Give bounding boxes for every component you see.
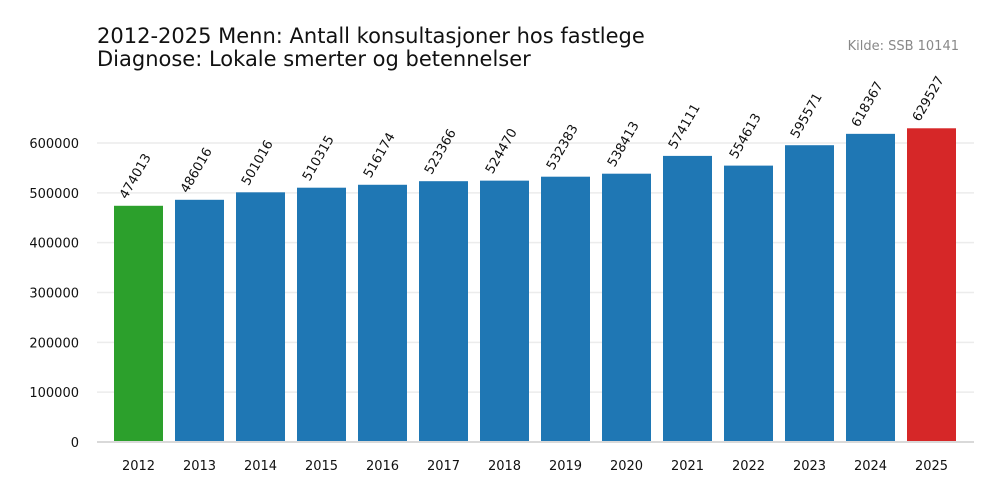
chart-source: Kilde: SSB 10141	[848, 39, 959, 54]
chart-title-line-2: Diagnose: Lokale smerter og betennelser	[97, 47, 531, 71]
bar-2017	[419, 181, 468, 442]
value-label: 532383	[544, 122, 582, 172]
x-tick-label: 2017	[427, 459, 460, 474]
value-label: 516174	[361, 130, 399, 180]
value-label: 574111	[666, 101, 704, 151]
x-tick-label: 2014	[244, 459, 277, 474]
bar-2015	[297, 187, 346, 442]
gridlines	[97, 142, 974, 393]
x-tick-label: 2024	[854, 459, 887, 474]
bar-2025	[907, 128, 956, 442]
bar-2020	[602, 173, 651, 442]
bar-2013	[175, 199, 224, 442]
y-tick-label: 200000	[29, 336, 79, 351]
bar-2014	[236, 192, 285, 442]
y-axis-ticks: 0 100000 200000 300000 400000 500000 600000	[29, 137, 79, 451]
value-label: 510315	[300, 133, 338, 183]
y-tick-label: 500000	[29, 187, 79, 202]
bar-2019	[541, 176, 590, 442]
value-label: 554613	[727, 111, 765, 161]
y-tick-label: 100000	[29, 386, 79, 401]
value-label: 595571	[788, 91, 826, 141]
value-label: 486016	[178, 145, 216, 195]
x-tick-label: 2019	[549, 459, 582, 474]
bar-2022	[724, 165, 773, 442]
x-tick-label: 2022	[732, 459, 765, 474]
y-tick-label: 400000	[29, 237, 79, 252]
x-tick-label: 2012	[122, 459, 155, 474]
bars	[114, 128, 956, 443]
bar-2024	[846, 133, 895, 442]
x-tick-label: 2020	[610, 459, 643, 474]
value-label: 501016	[239, 138, 277, 188]
y-tick-label: 0	[71, 436, 79, 451]
x-axis-ticks: 2012 2013 2014 2015 2016 2017 2018 2019 2020 2021…	[122, 459, 948, 474]
x-tick-label: 2025	[915, 459, 948, 474]
value-label: 629527	[910, 74, 948, 124]
bar-2018	[480, 180, 529, 443]
bar-2023	[785, 145, 834, 442]
bar-2021	[663, 155, 712, 442]
x-tick-label: 2016	[366, 459, 399, 474]
value-label: 538413	[605, 119, 643, 169]
x-tick-label: 2013	[183, 459, 216, 474]
y-tick-label: 300000	[29, 287, 79, 302]
bar-2016	[358, 184, 407, 442]
value-label: 474013	[117, 151, 155, 201]
x-tick-label: 2021	[671, 459, 704, 474]
chart-title-line-1: 2012-2025 Menn: Antall konsultasjoner ho…	[97, 24, 645, 48]
value-label: 524470	[483, 126, 521, 176]
value-label: 523366	[422, 127, 460, 177]
y-tick-label: 600000	[29, 137, 79, 152]
x-tick-label: 2015	[305, 459, 338, 474]
bar-2012	[114, 205, 163, 442]
x-tick-label: 2018	[488, 459, 521, 474]
x-tick-label: 2023	[793, 459, 826, 474]
value-label: 618367	[849, 79, 887, 129]
